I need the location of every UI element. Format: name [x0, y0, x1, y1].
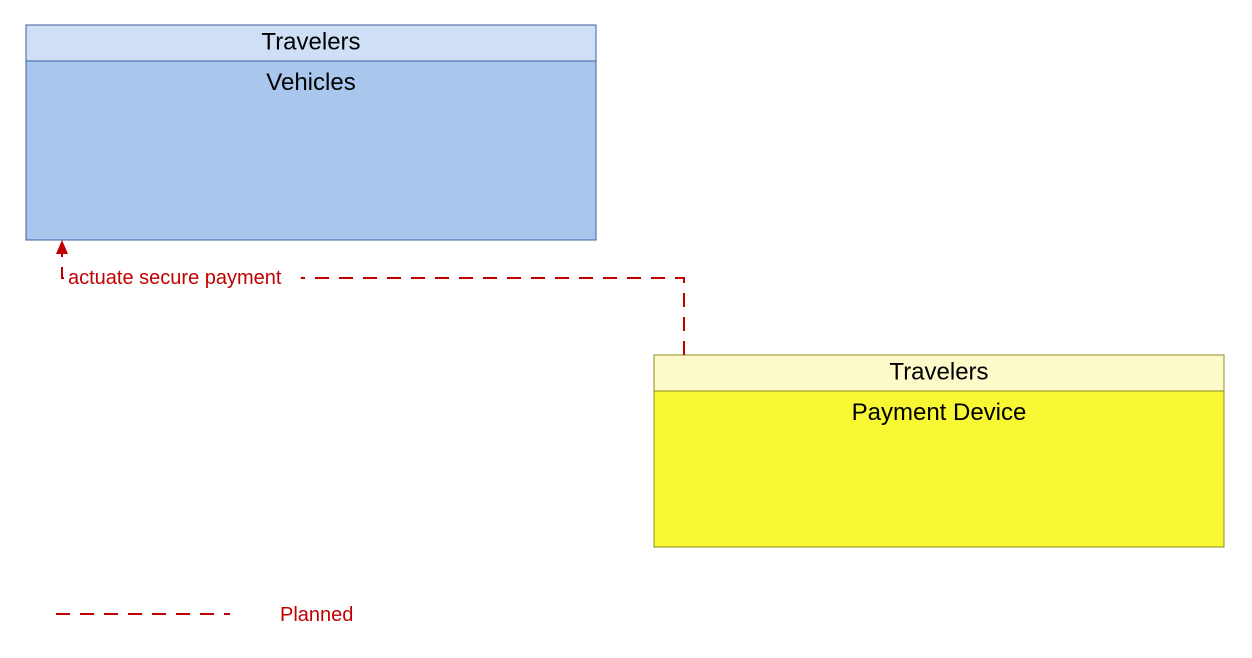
legend-label: Planned: [280, 604, 353, 626]
node-vehicles-header-label: Travelers: [261, 28, 360, 55]
node-payment-header-label: Travelers: [889, 358, 988, 385]
node-vehicles-body-label: Vehicles: [266, 69, 355, 96]
arrowhead-icon: [56, 240, 68, 254]
node-payment-body-label: Payment Device: [852, 399, 1027, 426]
node-vehicles: Travelers Vehicles: [26, 25, 596, 240]
edge-actuate-secure-payment: actuate secure payment: [56, 240, 684, 355]
node-payment: Travelers Payment Device: [654, 355, 1224, 547]
legend: Planned: [56, 604, 353, 626]
edge-label: actuate secure payment: [68, 267, 282, 289]
